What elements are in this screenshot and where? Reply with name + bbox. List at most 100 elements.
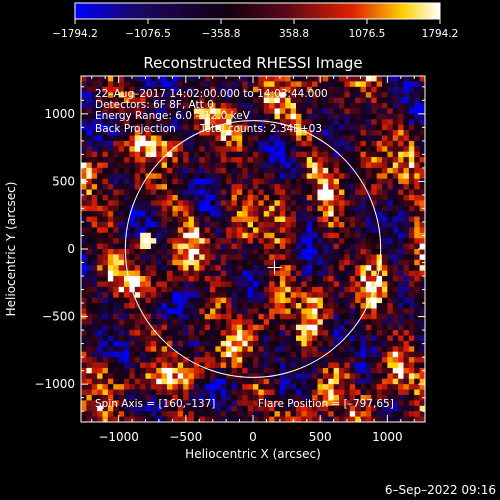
image-pixel — [102, 162, 109, 169]
image-pixel — [145, 384, 152, 391]
image-pixel — [236, 184, 243, 191]
image-pixel — [107, 81, 114, 88]
image-pixel — [312, 411, 319, 418]
image-pixel — [183, 411, 190, 418]
image-pixel — [285, 330, 292, 337]
image-pixel — [150, 308, 157, 315]
image-pixel — [172, 340, 179, 347]
image-pixel — [339, 151, 345, 158]
image-pixel — [102, 157, 109, 164]
image-pixel — [220, 113, 227, 120]
image-pixel — [129, 276, 136, 283]
image-pixel — [161, 140, 168, 147]
image-pixel — [387, 200, 394, 207]
image-pixel — [247, 254, 254, 261]
image-pixel — [376, 303, 383, 310]
image-pixel — [204, 205, 211, 212]
image-pixel — [188, 119, 195, 126]
y-tick-label: −500 — [42, 310, 75, 324]
image-pixel — [258, 303, 265, 310]
image-pixel — [231, 135, 238, 142]
image-pixel — [274, 308, 281, 315]
image-pixel — [210, 400, 216, 407]
image-pixel — [210, 243, 216, 250]
image-pixel — [285, 189, 292, 196]
image-pixel — [86, 162, 93, 169]
image-pixel — [312, 319, 319, 326]
image-pixel — [204, 254, 211, 261]
image-pixel — [210, 135, 216, 142]
image-pixel — [355, 113, 362, 120]
image-pixel — [183, 162, 190, 169]
image-pixel — [118, 281, 125, 288]
image-pixel — [322, 81, 329, 88]
image-pixel — [86, 184, 93, 191]
image-pixel — [263, 389, 270, 396]
image-pixel — [161, 330, 168, 337]
image-pixel — [371, 389, 378, 396]
image-pixel — [414, 221, 421, 228]
image-pixel — [306, 97, 313, 104]
image-pixel — [419, 249, 425, 256]
image-pixel — [317, 281, 324, 288]
image-pixel — [414, 405, 421, 412]
image-pixel — [140, 373, 147, 380]
image-pixel — [317, 308, 324, 315]
image-pixel — [102, 324, 109, 331]
image-pixel — [242, 86, 249, 93]
image-pixel — [204, 173, 211, 180]
image-pixel — [322, 86, 329, 93]
image-pixel — [97, 211, 104, 218]
image-pixel — [113, 254, 120, 261]
image-pixel — [419, 378, 425, 385]
image-pixel — [118, 335, 125, 342]
image-pixel — [419, 103, 425, 110]
image-pixel — [253, 330, 259, 337]
image-pixel — [145, 130, 152, 137]
image-pixel — [134, 357, 141, 364]
image-pixel — [210, 303, 216, 310]
image-pixel — [290, 259, 297, 266]
image-pixel — [193, 346, 200, 353]
image-pixel — [102, 400, 109, 407]
image-pixel — [204, 249, 211, 256]
image-pixel — [140, 276, 147, 283]
image-pixel — [274, 373, 281, 380]
image-pixel — [328, 411, 335, 418]
image-pixel — [129, 335, 136, 342]
image-pixel — [398, 124, 405, 131]
image-pixel — [258, 140, 265, 147]
image-pixel — [317, 270, 324, 277]
image-pixel — [333, 162, 340, 169]
image-pixel — [81, 211, 87, 218]
image-pixel — [279, 367, 286, 374]
image-pixel — [306, 303, 313, 310]
image-pixel — [279, 173, 286, 180]
image-pixel — [102, 259, 109, 266]
image-pixel — [177, 276, 184, 283]
image-pixel — [145, 216, 152, 223]
image-pixel — [226, 384, 233, 391]
image-pixel — [285, 308, 292, 315]
image-pixel — [134, 384, 141, 391]
image-pixel — [231, 200, 238, 207]
annotation-detectors: Detectors: 6F 8F, Att 0 — [95, 99, 214, 111]
image-pixel — [215, 346, 222, 353]
image-pixel — [242, 216, 249, 223]
image-pixel — [161, 189, 168, 196]
image-pixel — [226, 86, 233, 93]
image-pixel — [118, 173, 125, 180]
image-pixel — [226, 324, 233, 331]
image-pixel — [349, 135, 356, 142]
image-pixel — [188, 81, 195, 88]
image-pixel — [188, 303, 195, 310]
image-pixel — [290, 113, 297, 120]
image-pixel — [371, 276, 378, 283]
image-pixel — [183, 151, 190, 158]
image-pixel — [140, 103, 147, 110]
image-pixel — [371, 373, 378, 380]
image-pixel — [349, 276, 356, 283]
image-pixel — [124, 259, 130, 266]
image-pixel — [183, 405, 190, 412]
image-pixel — [339, 276, 345, 283]
